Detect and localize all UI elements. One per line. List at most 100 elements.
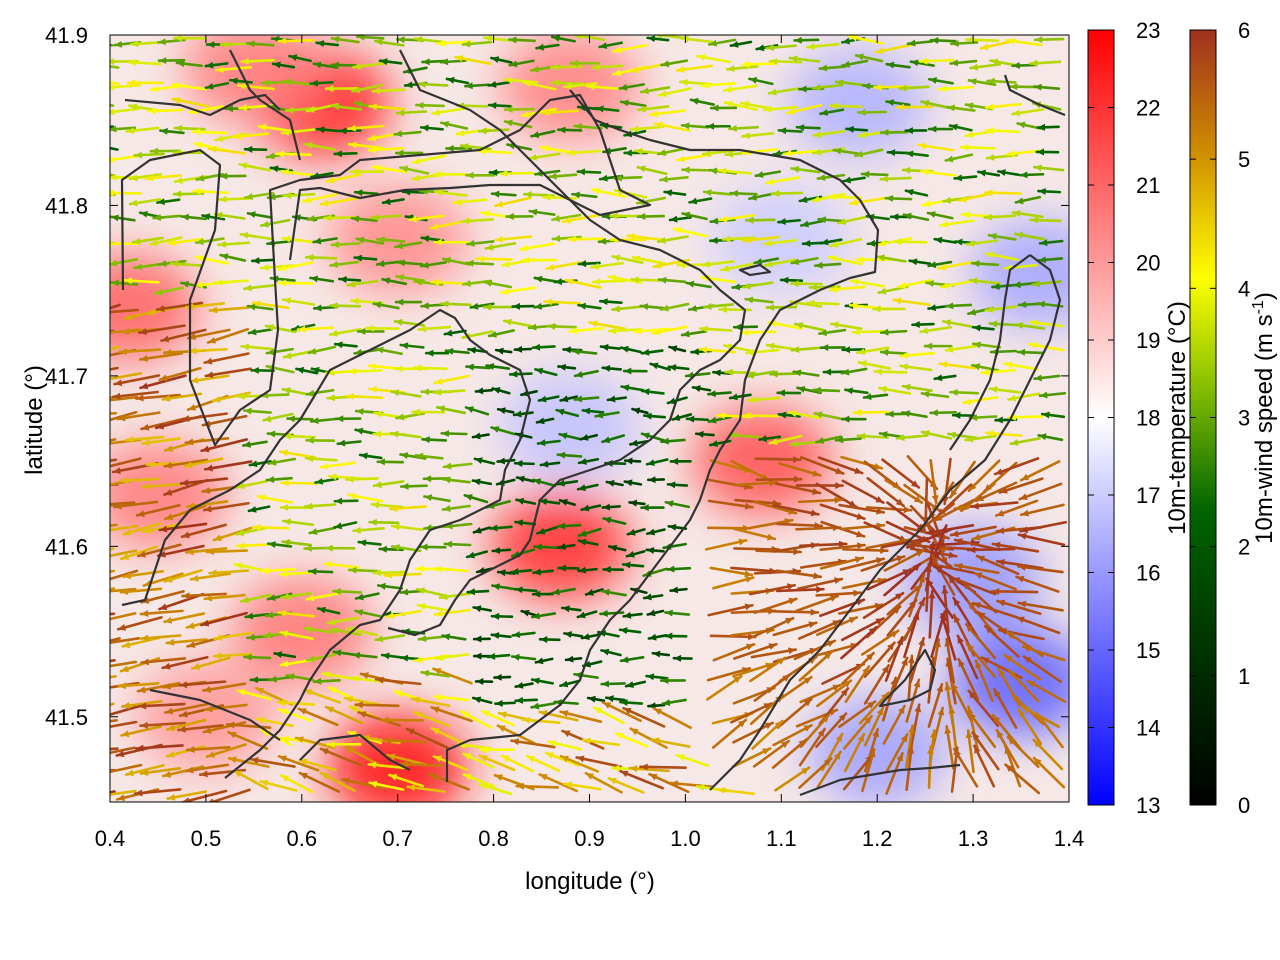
- wind-arrow: [149, 147, 180, 155]
- wind-arrow: [1038, 239, 1064, 247]
- contour-line: [709, 254, 1062, 791]
- wind-arrow: [208, 306, 250, 314]
- wind-arrow: [774, 766, 811, 792]
- wind-arrow: [669, 586, 688, 594]
- wind-arrow: [668, 345, 687, 353]
- contour-line: [445, 89, 880, 782]
- wind-arrow: [930, 554, 956, 596]
- wind-arrow: [645, 458, 669, 467]
- wind-arrow: [381, 198, 405, 206]
- wind-arrow: [465, 550, 488, 559]
- wind-arrow: [904, 127, 928, 135]
- wind-arrow: [110, 763, 143, 774]
- wind-arrow: [538, 773, 579, 793]
- wind-arrow: [549, 63, 583, 71]
- wind-arrow: [180, 213, 208, 221]
- x-axis-label: longitude (°): [525, 868, 655, 895]
- temperature-spot: [183, 35, 324, 125]
- wind-arrow: [136, 681, 181, 694]
- wind-arrow: [711, 718, 748, 749]
- wind-arrow: [636, 105, 670, 113]
- wind-arrow: [664, 609, 691, 617]
- wind-arrow: [307, 345, 337, 355]
- wind-arrow: [782, 149, 820, 157]
- wind-arrow: [417, 635, 447, 643]
- wind-arrow: [1003, 654, 1042, 681]
- wind-arrow: [957, 191, 995, 203]
- wind-arrow: [1032, 756, 1066, 789]
- wind-arrow: [1031, 280, 1062, 288]
- wind-arrow: [1011, 62, 1038, 69]
- wind-arrow: [569, 59, 601, 67]
- wind-arrow: [432, 754, 469, 772]
- wind-arrow: [119, 545, 159, 561]
- wind-arrow: [368, 780, 405, 791]
- wind-arrow: [158, 522, 208, 533]
- wind-arrow: [965, 729, 975, 774]
- wind-arrow: [1033, 36, 1065, 44]
- wind-arrow: [544, 751, 581, 767]
- wind-arrow: [337, 127, 362, 135]
- wind-arrow: [330, 35, 360, 44]
- wind-arrow: [903, 610, 920, 659]
- wind-arrow: [440, 430, 468, 438]
- wind-arrow: [282, 518, 315, 527]
- wind-arrow: [598, 41, 623, 50]
- wind-arrow: [432, 388, 466, 396]
- wind-arrow: [815, 589, 862, 597]
- temperature-spot: [135, 661, 276, 772]
- wind-arrow: [178, 680, 227, 689]
- wind-arrow: [842, 546, 889, 554]
- wind-arrow: [657, 276, 687, 284]
- wind-arrow: [279, 774, 314, 794]
- wind-arrow: [334, 415, 362, 423]
- wind-arrow: [790, 256, 819, 266]
- wind-arrow: [988, 320, 1019, 328]
- wind-colorbar-tick-label: 4: [1238, 276, 1250, 301]
- contour-line: [149, 688, 281, 741]
- wind-arrow: [939, 279, 975, 290]
- wind-arrow: [895, 103, 935, 111]
- temperature-spot: [500, 372, 641, 483]
- wind-arrow: [509, 568, 533, 575]
- wind-arrow: [134, 393, 181, 402]
- temperature-colorbar-tick-label: 17: [1136, 483, 1160, 508]
- wind-arrow: [536, 526, 558, 535]
- wind-arrow: [642, 593, 664, 601]
- wind-arrow: [116, 411, 161, 422]
- wind-arrow: [194, 255, 230, 265]
- wind-arrow: [521, 716, 561, 724]
- wind-arrow: [280, 591, 313, 600]
- wind-arrow: [568, 326, 605, 335]
- wind-arrow: [834, 436, 863, 444]
- wind-arrow: [369, 213, 402, 221]
- wind-arrow: [613, 174, 643, 182]
- wind-arrow: [139, 721, 187, 729]
- wind-arrow: [1017, 707, 1043, 745]
- wind-arrow: [657, 87, 692, 98]
- wind-arrow: [951, 411, 976, 419]
- wind-arrow: [119, 477, 161, 485]
- y-tick-label: 41.5: [45, 705, 88, 730]
- wind-arrow: [110, 612, 116, 616]
- wind-arrow: [163, 612, 206, 624]
- wind-arrow: [245, 40, 275, 48]
- wind-arrow: [474, 678, 494, 685]
- wind-arrow: [652, 707, 692, 729]
- wind-arrow: [729, 189, 758, 197]
- wind-arrow: [788, 55, 821, 63]
- wind-arrow: [179, 477, 229, 487]
- wind-arrow: [110, 587, 137, 593]
- wind-arrow: [204, 367, 252, 379]
- wind-arrow: [238, 104, 274, 112]
- wind-arrow: [279, 630, 314, 641]
- wind-arrow: [405, 727, 449, 749]
- wind-arrow: [131, 236, 164, 245]
- wind-arrow: [160, 328, 207, 343]
- wind-arrow: [829, 321, 863, 330]
- wind-arrow: [639, 86, 671, 95]
- wind-arrow: [490, 190, 517, 198]
- wind-arrow: [244, 191, 275, 200]
- wind-arrow: [480, 709, 515, 727]
- wind-arrow: [753, 673, 792, 702]
